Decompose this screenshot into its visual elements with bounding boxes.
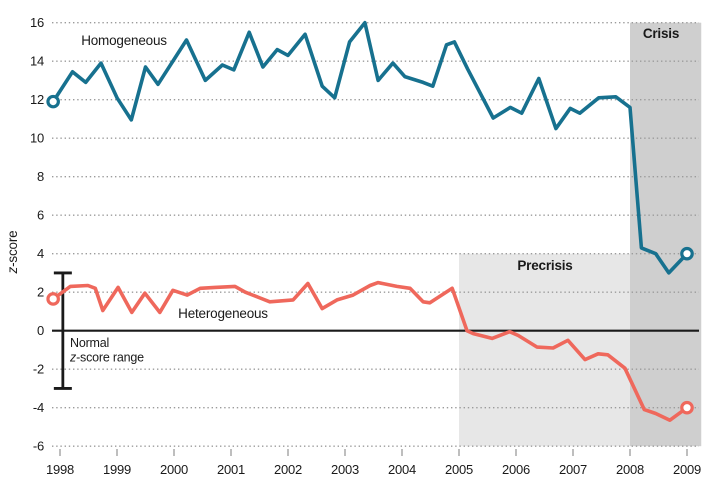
crisis-label: Crisis [643,26,679,41]
precrisis-band [459,253,630,447]
y-tick-label-8: 8 [37,169,44,184]
heterogeneous-series-label: Heterogeneous [178,306,268,321]
y-tick-label-4: 4 [37,246,44,261]
x-tick-label-1999: 1999 [103,462,131,477]
y-tick-label-12: 12 [30,92,44,107]
y-tick-label-6: 6 [37,208,44,223]
heterogeneous-end-marker [680,400,694,415]
heterogeneous-line [51,280,689,422]
heterogeneous-start-marker [46,292,60,306]
homogeneous-start-marker [46,94,60,109]
x-tick-label-2005: 2005 [445,462,473,477]
x-tick-label-2003: 2003 [331,462,359,477]
x-tick-label-2006: 2006 [502,462,530,477]
homogeneous-end-marker [680,246,694,261]
homogeneous-series-label: Homogeneous [81,33,167,48]
x-tick-label-2002: 2002 [274,462,302,477]
y-tick-label-0: 0 [37,323,44,338]
y-tick-label-10: 10 [30,131,44,146]
x-tick-label-2007: 2007 [559,462,587,477]
x-tick-label-2004: 2004 [388,462,416,477]
y-tick-label-2: 2 [37,285,44,300]
x-tick-label-2008: 2008 [616,462,644,477]
precrisis-label: Precrisis [517,258,572,273]
normal-range-label-line1: Normal [70,336,109,350]
y-axis-title: z-score [5,231,20,275]
normal-range-label-line2: z-score range [69,351,144,365]
y-tick-label--2: -2 [33,362,44,377]
y-tick-label-16: 16 [30,15,44,30]
y-tick-label--6: -6 [33,439,44,454]
x-tick-label-2009: 2009 [673,462,701,477]
x-tick-label-1998: 1998 [46,462,74,477]
y-tick-label-14: 14 [30,54,44,69]
homogeneous-line [51,20,689,275]
x-tick-label-2001: 2001 [217,462,245,477]
y-tick-label--4: -4 [33,400,44,415]
x-tick-label-2000: 2000 [160,462,188,477]
